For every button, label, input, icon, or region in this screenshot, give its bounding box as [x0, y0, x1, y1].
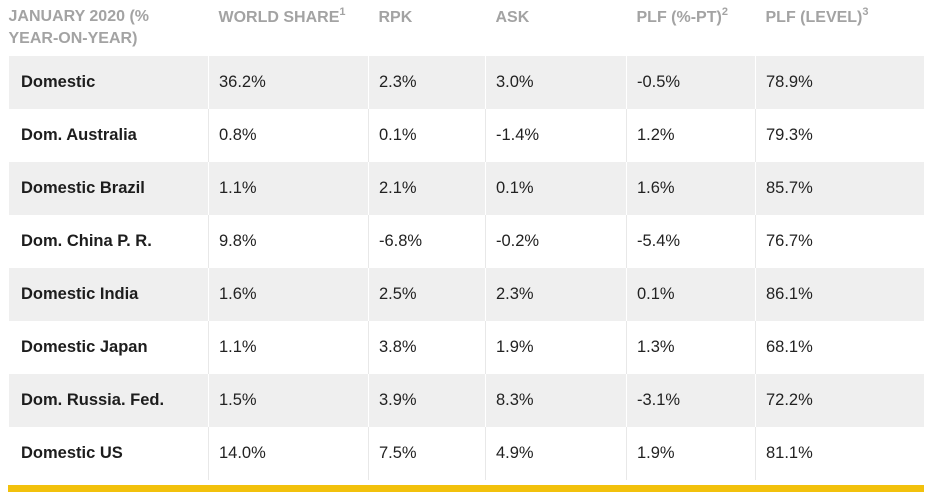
row-label: Domestic [8, 55, 209, 109]
cell-world-share: 1.1% [208, 321, 369, 374]
column-header-label: PLF (%-PT) [636, 9, 722, 26]
column-header-plf-pt: PLF (%-PT)2 [626, 0, 756, 56]
cell-plf-level: 85.7% [755, 162, 925, 215]
cell-ask: 2.3% [485, 268, 627, 321]
cell-rpk: 3.8% [368, 321, 486, 374]
cell-rpk: 2.1% [368, 162, 486, 215]
footnote-marker: 3 [862, 5, 869, 18]
cell-plf-level: 78.9% [755, 55, 925, 109]
cell-ask: 1.9% [485, 321, 627, 374]
cell-rpk: 7.5% [368, 427, 486, 480]
column-header-rpk: RPK [368, 0, 486, 56]
table-row: Domestic 36.2% 2.3% 3.0% -0.5% 78.9% [8, 55, 925, 109]
table-row: Domestic Brazil 1.1% 2.1% 0.1% 1.6% 85.7… [8, 162, 925, 215]
cell-rpk: 2.3% [368, 55, 486, 109]
column-header-period: JANUARY 2020 (% YEAR-ON-YEAR) [8, 0, 209, 56]
footnote-marker: 1 [339, 5, 346, 18]
table-row: Domestic India 1.6% 2.5% 2.3% 0.1% 86.1% [8, 268, 925, 321]
table-row: Dom. Australia 0.8% 0.1% -1.4% 1.2% 79.3… [8, 109, 925, 162]
row-label: Dom. Russia. Fed. [8, 374, 209, 427]
column-header-label: PLF (LEVEL) [765, 9, 863, 26]
cell-ask: 3.0% [485, 55, 627, 109]
cell-plf-level: 68.1% [755, 321, 925, 374]
cell-plf-pt: -5.4% [626, 215, 756, 268]
row-label: Domestic Japan [8, 321, 209, 374]
row-label: Domestic India [8, 268, 209, 321]
cell-world-share: 36.2% [208, 55, 369, 109]
cell-plf-pt: 1.9% [626, 427, 756, 480]
cell-plf-pt: 1.6% [626, 162, 756, 215]
data-table-container: JANUARY 2020 (% YEAR-ON-YEAR) WORLD SHAR… [8, 0, 925, 480]
cell-world-share: 1.1% [208, 162, 369, 215]
cell-ask: 0.1% [485, 162, 627, 215]
column-header-world-share: WORLD SHARE1 [208, 0, 369, 56]
cell-plf-pt: 0.1% [626, 268, 756, 321]
row-label: Domestic Brazil [8, 162, 209, 215]
cell-ask: -0.2% [485, 215, 627, 268]
column-header-label: ASK [495, 9, 530, 26]
domestic-markets-table: JANUARY 2020 (% YEAR-ON-YEAR) WORLD SHAR… [8, 0, 925, 480]
table-row: Domestic Japan 1.1% 3.8% 1.9% 1.3% 68.1% [8, 321, 925, 374]
cell-plf-pt: 1.3% [626, 321, 756, 374]
cell-world-share: 1.6% [208, 268, 369, 321]
cell-rpk: 0.1% [368, 109, 486, 162]
cell-plf-level: 72.2% [755, 374, 925, 427]
cell-plf-level: 76.7% [755, 215, 925, 268]
row-label: Domestic US [8, 427, 209, 480]
cell-world-share: 0.8% [208, 109, 369, 162]
table-bottom-accent-bar [8, 485, 924, 492]
column-header-ask: ASK [485, 0, 627, 56]
row-label: Dom. China P. R. [8, 215, 209, 268]
cell-rpk: 2.5% [368, 268, 486, 321]
cell-ask: 4.9% [485, 427, 627, 480]
cell-world-share: 1.5% [208, 374, 369, 427]
table-row: Dom. Russia. Fed. 1.5% 3.9% 8.3% -3.1% 7… [8, 374, 925, 427]
cell-rpk: -6.8% [368, 215, 486, 268]
cell-plf-pt: -3.1% [626, 374, 756, 427]
table-header-row: JANUARY 2020 (% YEAR-ON-YEAR) WORLD SHAR… [8, 0, 925, 56]
cell-world-share: 9.8% [208, 215, 369, 268]
cell-world-share: 14.0% [208, 427, 369, 480]
column-header-label: JANUARY 2020 (% YEAR-ON-YEAR) [8, 8, 150, 47]
column-header-label: WORLD SHARE [218, 9, 340, 26]
cell-plf-level: 86.1% [755, 268, 925, 321]
cell-ask: 8.3% [485, 374, 627, 427]
cell-rpk: 3.9% [368, 374, 486, 427]
column-header-plf-level: PLF (LEVEL)3 [755, 0, 925, 56]
column-header-label: RPK [378, 9, 413, 26]
cell-plf-pt: -0.5% [626, 55, 756, 109]
footnote-marker: 2 [721, 5, 728, 18]
table-row: Dom. China P. R. 9.8% -6.8% -0.2% -5.4% … [8, 215, 925, 268]
table-row: Domestic US 14.0% 7.5% 4.9% 1.9% 81.1% [8, 427, 925, 480]
row-label: Dom. Australia [8, 109, 209, 162]
cell-plf-level: 81.1% [755, 427, 925, 480]
cell-plf-pt: 1.2% [626, 109, 756, 162]
cell-plf-level: 79.3% [755, 109, 925, 162]
cell-ask: -1.4% [485, 109, 627, 162]
